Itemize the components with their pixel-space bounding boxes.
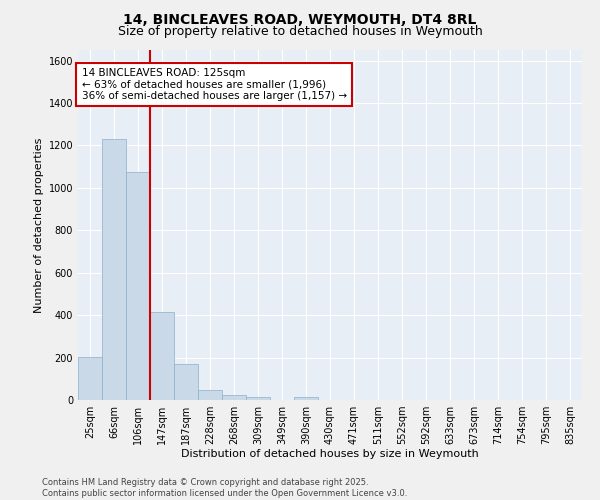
Bar xyxy=(246,398,270,400)
Bar xyxy=(102,139,126,400)
Bar xyxy=(222,394,246,400)
Bar xyxy=(294,398,318,400)
Bar xyxy=(126,172,150,400)
Text: Contains HM Land Registry data © Crown copyright and database right 2025.
Contai: Contains HM Land Registry data © Crown c… xyxy=(42,478,407,498)
X-axis label: Distribution of detached houses by size in Weymouth: Distribution of detached houses by size … xyxy=(181,448,479,458)
Bar xyxy=(78,356,102,400)
Text: 14 BINCLEAVES ROAD: 125sqm
← 63% of detached houses are smaller (1,996)
36% of s: 14 BINCLEAVES ROAD: 125sqm ← 63% of deta… xyxy=(82,68,347,101)
Text: 14, BINCLEAVES ROAD, WEYMOUTH, DT4 8RL: 14, BINCLEAVES ROAD, WEYMOUTH, DT4 8RL xyxy=(124,12,476,26)
Text: Size of property relative to detached houses in Weymouth: Size of property relative to detached ho… xyxy=(118,25,482,38)
Bar xyxy=(198,390,222,400)
Y-axis label: Number of detached properties: Number of detached properties xyxy=(34,138,44,312)
Bar xyxy=(174,364,198,400)
Bar xyxy=(150,312,174,400)
